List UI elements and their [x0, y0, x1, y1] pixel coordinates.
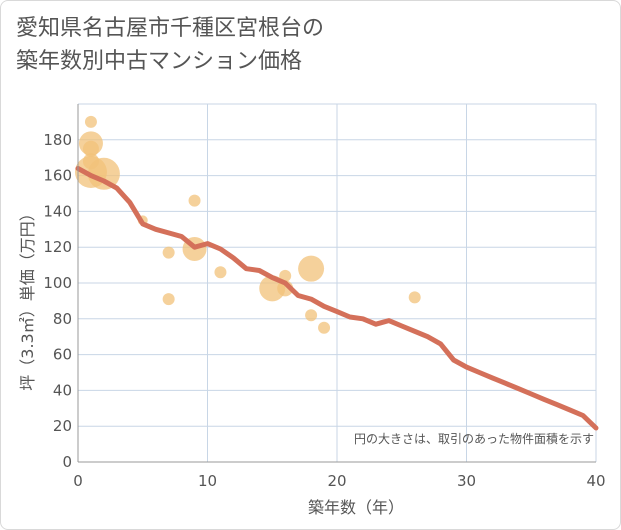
data-point: [84, 115, 97, 128]
y-tick-label: 20: [53, 417, 72, 435]
chart-title: 愛知県名古屋市千種区宮根台の 築年数別中古マンション価格: [16, 12, 576, 78]
y-tick-label: 0: [62, 453, 72, 471]
axes: [77, 104, 596, 463]
data-point: [87, 157, 120, 190]
y-tick-label: 60: [53, 346, 72, 364]
data-point: [298, 255, 325, 282]
data-point: [305, 309, 318, 322]
trend-group: [75, 165, 599, 431]
x-axis-label: 築年数（年）: [308, 498, 404, 517]
x-tick-label: 40: [586, 472, 605, 490]
y-tick-label: 120: [43, 238, 72, 256]
bubbles: [74, 115, 421, 334]
tick-labels: 0 10 20 30 40 0 20 40 60 80 100 120 140 160 180: [43, 131, 605, 490]
data-point: [408, 291, 421, 304]
chart-title-line-2: 築年数別中古マンション価格: [16, 49, 303, 74]
x-tick-label: 10: [198, 472, 217, 490]
chart-title-line-1: 愛知県名古屋市千種区宮根台の: [16, 16, 325, 41]
x-tick-label: 20: [327, 472, 346, 490]
gridlines: [78, 103, 597, 462]
y-tick-label: 80: [53, 310, 72, 328]
data-point: [162, 246, 175, 259]
x-tick-label: 0: [73, 472, 83, 490]
data-point: [188, 194, 201, 207]
y-axis-label: 坪（3.3㎡）単価（万円）: [18, 205, 37, 390]
y-tick-label: 100: [43, 274, 72, 292]
y-tick-label: 180: [43, 131, 72, 149]
x-tick-label: 30: [457, 472, 476, 490]
data-point: [162, 293, 175, 306]
data-point: [214, 266, 227, 279]
y-tick-label: 140: [43, 202, 72, 220]
y-tick-label: 160: [43, 167, 72, 185]
trend-line: [75, 165, 599, 431]
data-point: [82, 140, 99, 157]
size-note: 円の大きさは、取引のあった物件面積を示す: [354, 431, 594, 446]
y-tick-label: 40: [53, 381, 72, 399]
data-point: [279, 269, 292, 282]
data-point: [318, 321, 331, 334]
